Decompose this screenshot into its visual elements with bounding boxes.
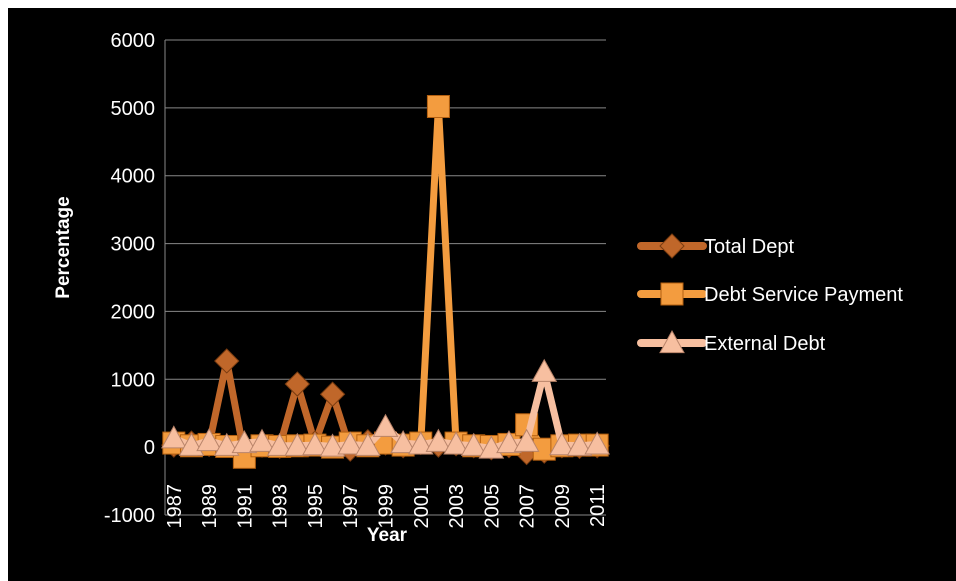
data-point — [213, 432, 240, 456]
x-tick-label: 2003 — [446, 484, 468, 529]
legend-item: Debt Service Payment — [637, 282, 903, 306]
data-point — [496, 430, 522, 454]
data-point — [319, 433, 346, 457]
x-tick-label: 2001 — [411, 484, 433, 529]
legend-marker — [660, 282, 684, 306]
data-point — [355, 432, 381, 456]
x-tick-label: 1995 — [305, 484, 327, 529]
y-tick-label: 5000 — [111, 98, 156, 120]
x-tick-label: 1987 — [164, 484, 186, 529]
data-point — [425, 428, 452, 452]
legend-label: External Debt — [704, 333, 826, 355]
data-point — [231, 430, 258, 454]
x-tick-label: 1997 — [340, 484, 362, 529]
x-tick-label: 2005 — [481, 484, 503, 529]
y-tick-label: 2000 — [111, 301, 156, 323]
y-tick-label: 4000 — [111, 166, 156, 188]
series-1 — [162, 95, 609, 469]
data-point — [584, 431, 611, 455]
legend-marker — [659, 233, 685, 259]
y-tick-label: 3000 — [111, 234, 156, 256]
data-point — [407, 431, 434, 455]
data-point — [372, 413, 399, 437]
data-point — [214, 348, 240, 374]
y-tick-label: 6000 — [111, 30, 156, 52]
legend-label: Debt Service Payment — [704, 284, 903, 306]
x-tick-label: 1991 — [234, 484, 256, 529]
data-point — [302, 432, 328, 456]
data-point — [549, 432, 575, 456]
data-point — [513, 428, 540, 452]
x-tick-label: 2011 — [587, 484, 609, 527]
chart-frame: -1000 0 1000 2000 3000 4000 5000 6000 1987 1989 1… — [8, 8, 956, 581]
legend-label: Total Dept — [704, 236, 794, 258]
data-point — [337, 431, 364, 455]
x-axis-title: Year — [367, 525, 408, 546]
x-tick-label: 1989 — [199, 484, 221, 529]
legend-item: External Debt — [637, 329, 826, 355]
data-point — [426, 95, 450, 118]
series-2 — [160, 358, 611, 459]
data-point — [160, 425, 187, 449]
data-point — [249, 428, 275, 452]
x-tick-label: 2007 — [517, 484, 539, 529]
data-point — [443, 431, 469, 455]
y-axis-title: Percentage — [53, 196, 74, 298]
data-point — [531, 358, 558, 382]
data-point — [319, 381, 346, 407]
y-tick-label: 1000 — [111, 369, 156, 391]
data-point — [566, 432, 593, 456]
data-point — [284, 371, 311, 397]
legend: Total Dept Debt Service Payment External D… — [637, 233, 903, 355]
data-point — [266, 432, 293, 456]
x-tick-label: 1993 — [270, 484, 292, 529]
data-point — [284, 432, 311, 456]
data-point — [460, 432, 487, 456]
data-point — [390, 430, 416, 454]
y-tick-label: -1000 — [104, 505, 155, 527]
y-tick-label: 0 — [144, 437, 155, 459]
x-tick-labels: 1987 1989 1991 1993 1995 1997 1999 2001 2003 2005… — [164, 484, 609, 529]
series-layer — [160, 95, 611, 469]
x-tick-label: 1999 — [376, 484, 398, 529]
y-tick-labels: -1000 0 1000 2000 3000 4000 5000 6000 — [104, 30, 155, 527]
legend-marker — [659, 329, 685, 354]
data-point — [196, 428, 222, 452]
x-tick-label: 2009 — [552, 484, 574, 529]
legend-item: Total Dept — [637, 233, 794, 259]
